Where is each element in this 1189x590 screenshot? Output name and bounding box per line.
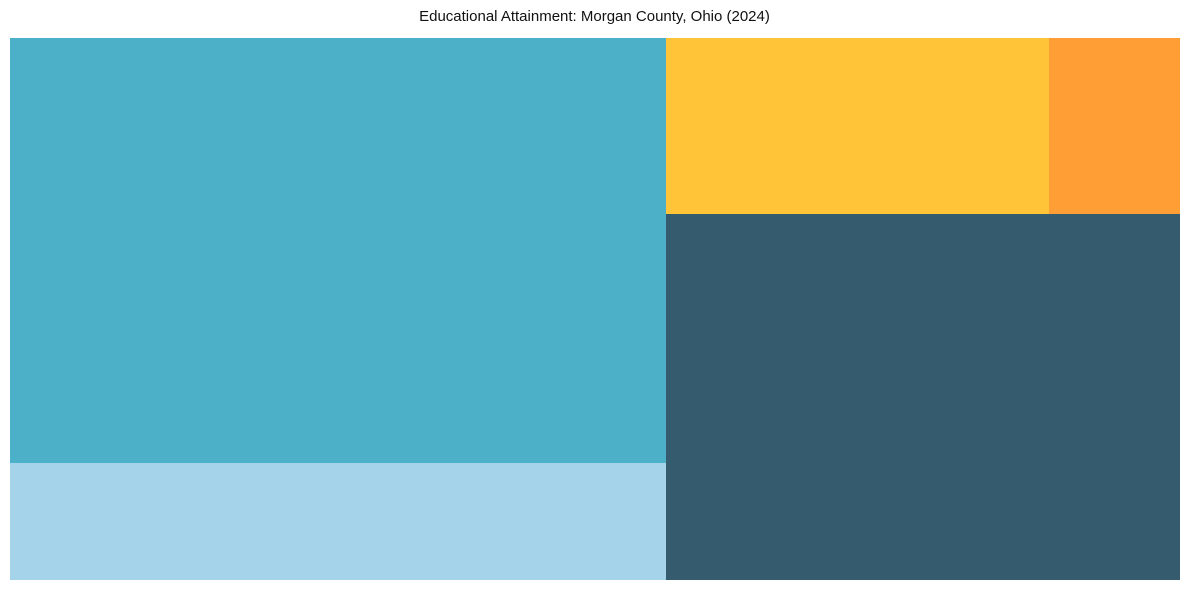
treemap-tile bbox=[1049, 38, 1180, 214]
treemap-plot bbox=[10, 38, 1180, 580]
treemap-tile bbox=[666, 214, 1180, 580]
treemap-tile bbox=[10, 38, 666, 463]
treemap-tile bbox=[10, 463, 666, 580]
treemap-tile bbox=[666, 38, 1049, 214]
chart-title: Educational Attainment: Morgan County, O… bbox=[419, 8, 770, 25]
